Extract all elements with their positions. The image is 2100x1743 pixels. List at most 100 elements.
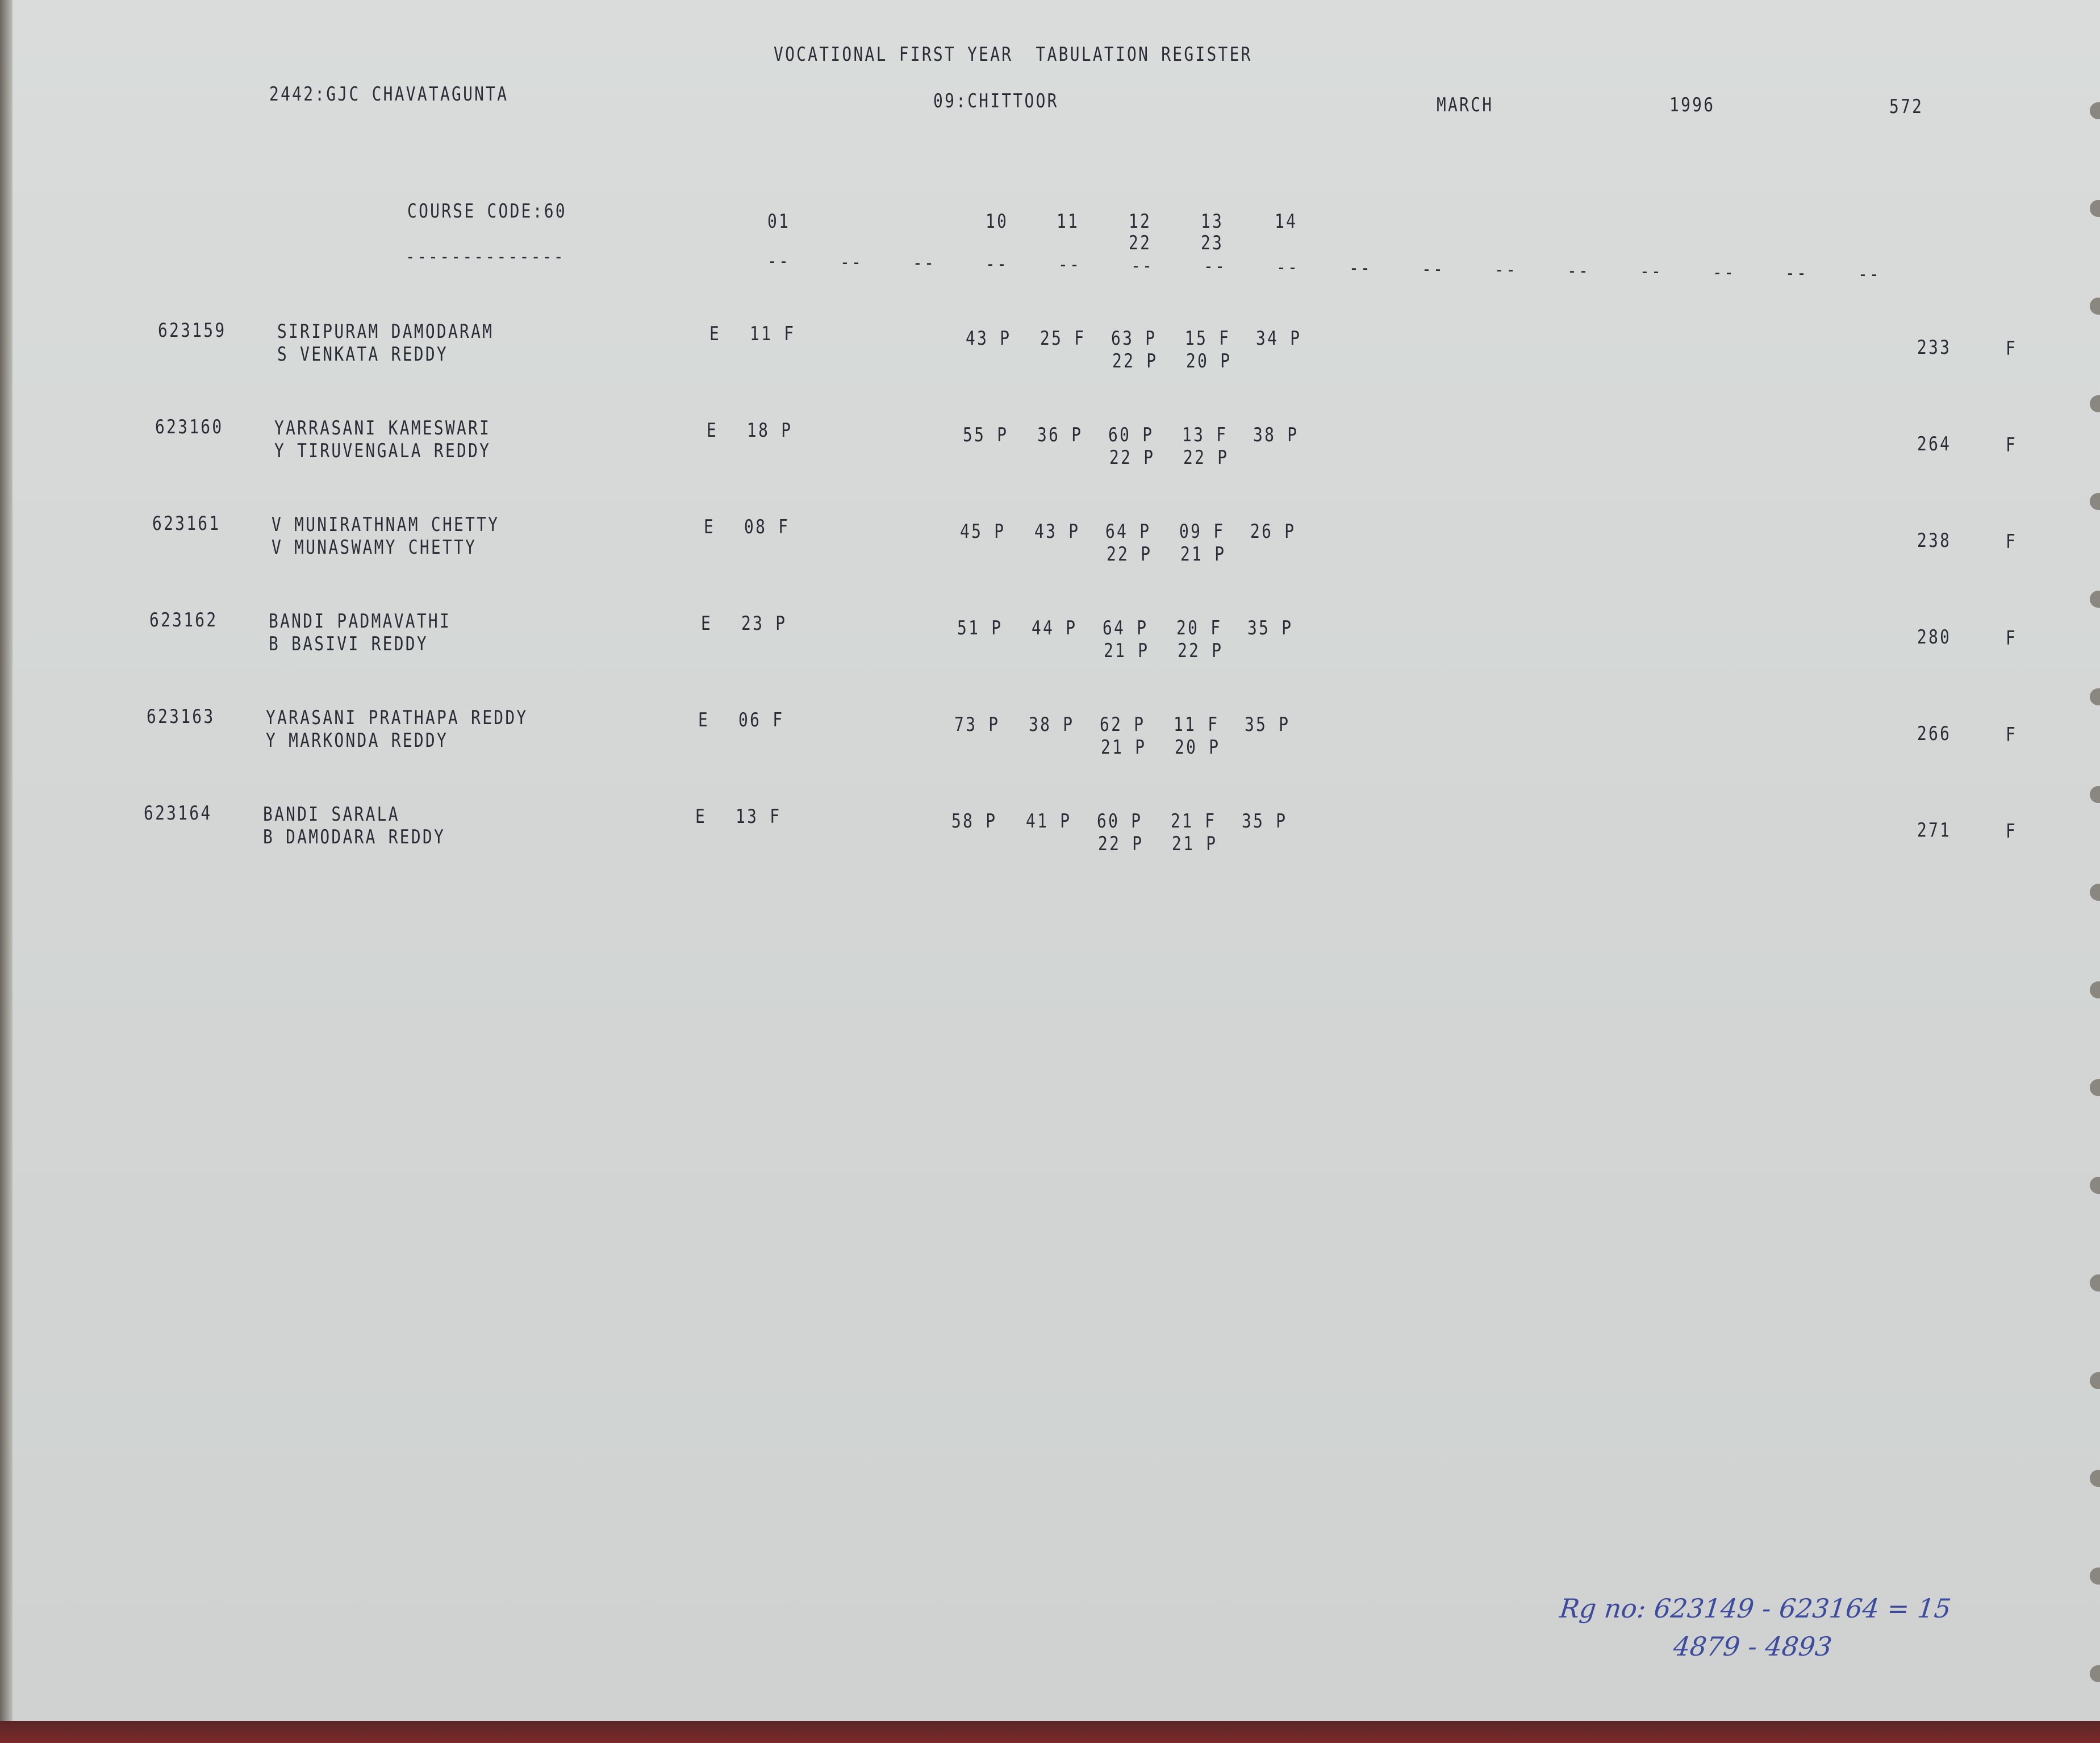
subject-marks: 43 P bbox=[966, 327, 1012, 350]
roll-number: 623160 bbox=[155, 416, 224, 438]
perforation-hole bbox=[2090, 688, 2100, 705]
subject-marks: 60 P bbox=[1108, 424, 1154, 446]
father-name: Y TIRUVENGALA REDDY bbox=[274, 440, 491, 462]
register-title: VOCATIONAL FIRST YEAR TABULATION REGISTE… bbox=[774, 43, 1253, 66]
binding-edge bbox=[0, 0, 12, 1743]
medium: E bbox=[695, 805, 707, 828]
subject-marks: 35 P bbox=[1247, 617, 1293, 639]
column-code: 12 bbox=[1129, 210, 1152, 233]
subject-01-marks: 06 F bbox=[738, 709, 784, 732]
perforation-hole bbox=[2090, 1079, 2100, 1096]
subject-marks: 73 P bbox=[954, 713, 1000, 736]
perforation-hole bbox=[2090, 1274, 2100, 1291]
perforation-hole bbox=[2090, 786, 2100, 803]
perforation-hole bbox=[2090, 298, 2100, 315]
column-underline: -- bbox=[1494, 258, 1518, 281]
total-marks: 233 bbox=[1917, 336, 1952, 359]
subject-marks: 63 P bbox=[1111, 327, 1157, 350]
column-underline: -- bbox=[1713, 261, 1736, 284]
column-underline: -- bbox=[913, 252, 936, 274]
column-underline: -- bbox=[1640, 260, 1663, 283]
perforation-hole bbox=[2090, 200, 2100, 217]
perforation-hole bbox=[2090, 591, 2100, 608]
subject-marks: 35 P bbox=[1245, 713, 1291, 736]
student-name: YARRASANI KAMESWARI bbox=[274, 417, 491, 440]
father-name: B BASIVI REDDY bbox=[269, 633, 428, 655]
subject-marks-second: 22 P bbox=[1178, 639, 1224, 662]
subject-marks-second: 22 P bbox=[1098, 833, 1144, 855]
column-underline: -- bbox=[1567, 259, 1590, 282]
result: F bbox=[2006, 627, 2018, 650]
subject-marks-second: 22 P bbox=[1109, 446, 1155, 469]
subject-marks: 41 P bbox=[1026, 810, 1072, 833]
bottom-edge bbox=[0, 1721, 2100, 1743]
student-name: YARASANI PRATHAPA REDDY bbox=[266, 707, 528, 729]
roll-number: 623163 bbox=[147, 705, 215, 728]
medium: E bbox=[698, 709, 710, 732]
course-code: COURSE CODE:60 bbox=[407, 200, 567, 223]
subject-marks-second: 21 P bbox=[1172, 833, 1218, 855]
subject-marks: 21 F bbox=[1171, 810, 1217, 833]
subject-marks-second: 21 P bbox=[1180, 543, 1226, 566]
column-code-second: 22 bbox=[1129, 232, 1152, 254]
handwritten-note-line1: Rg no: 623149 - 623164 = 15 bbox=[1558, 1593, 1953, 1624]
subject-marks: 11 F bbox=[1174, 713, 1220, 736]
college-name: 2442:GJC CHAVATAGUNTA bbox=[269, 83, 509, 106]
column-code: 11 bbox=[1057, 210, 1080, 233]
column-code-second: 23 bbox=[1201, 232, 1224, 254]
subject-marks: 55 P bbox=[963, 424, 1009, 446]
column-underline: -- bbox=[1349, 257, 1372, 279]
subject-marks: 09 F bbox=[1179, 520, 1225, 543]
roll-number: 623161 bbox=[152, 512, 221, 535]
column-underline: -- bbox=[840, 250, 863, 274]
subject-marks: 25 F bbox=[1040, 327, 1086, 350]
perforation-hole bbox=[2090, 1665, 2100, 1682]
subject-marks-second: 22 P bbox=[1107, 543, 1153, 566]
roll-number: 623162 bbox=[149, 609, 218, 632]
subject-marks: 64 P bbox=[1105, 520, 1151, 543]
father-name: V MUNASWAMY CHETTY bbox=[272, 536, 477, 559]
perforation-hole bbox=[2090, 981, 2100, 998]
subject-marks: 62 P bbox=[1100, 713, 1146, 736]
column-code: 01 bbox=[767, 210, 791, 233]
subject-marks: 20 F bbox=[1176, 617, 1222, 639]
perforation-hole bbox=[2090, 395, 2100, 412]
result: F bbox=[2006, 724, 2018, 746]
subject-marks-second: 21 P bbox=[1104, 639, 1150, 662]
subject-marks: 26 P bbox=[1250, 520, 1296, 543]
column-underline: -- bbox=[1131, 254, 1154, 277]
subject-01-marks: 08 F bbox=[744, 516, 790, 538]
student-name: SIRIPURAM DAMODARAM bbox=[277, 320, 494, 343]
column-underline: -- bbox=[767, 250, 791, 273]
subject-marks: 45 P bbox=[960, 520, 1006, 543]
student-name: V MUNIRATHNAM CHETTY bbox=[272, 513, 500, 536]
perforation-hole bbox=[2090, 1568, 2100, 1585]
handwritten-note-line2: 4879 - 4893 bbox=[1672, 1631, 1834, 1662]
perforation-hole bbox=[2090, 493, 2100, 510]
subject-01-marks: 18 P bbox=[747, 419, 793, 442]
subject-marks: 38 P bbox=[1253, 424, 1299, 446]
subject-marks-second: 20 P bbox=[1175, 736, 1221, 759]
subject-marks: 13 F bbox=[1182, 424, 1228, 446]
perforation-hole bbox=[2090, 1372, 2100, 1389]
perforation-hole bbox=[2090, 884, 2100, 901]
total-marks: 264 bbox=[1917, 433, 1952, 455]
father-name: S VENKATA REDDY bbox=[277, 343, 448, 366]
column-underline: -- bbox=[1058, 253, 1082, 276]
subject-marks: 38 P bbox=[1029, 713, 1075, 736]
subject-marks: 58 P bbox=[951, 810, 997, 833]
subject-01-marks: 13 F bbox=[736, 805, 782, 828]
subject-01-marks: 23 P bbox=[741, 612, 787, 635]
result: F bbox=[2006, 434, 2018, 457]
total-marks: 238 bbox=[1917, 529, 1952, 552]
subject-marks-second: 20 P bbox=[1186, 350, 1232, 373]
subject-marks: 34 P bbox=[1256, 327, 1302, 350]
page-number: 572 bbox=[1889, 95, 1924, 118]
roll-number: 623159 bbox=[158, 319, 227, 342]
student-name: BANDI SARALA bbox=[263, 803, 400, 826]
subject-01-marks: 11 F bbox=[750, 323, 796, 345]
result: F bbox=[2006, 530, 2018, 553]
column-code: 10 bbox=[986, 210, 1009, 233]
subject-marks: 64 P bbox=[1103, 617, 1149, 639]
perforation-hole bbox=[2090, 1177, 2100, 1194]
